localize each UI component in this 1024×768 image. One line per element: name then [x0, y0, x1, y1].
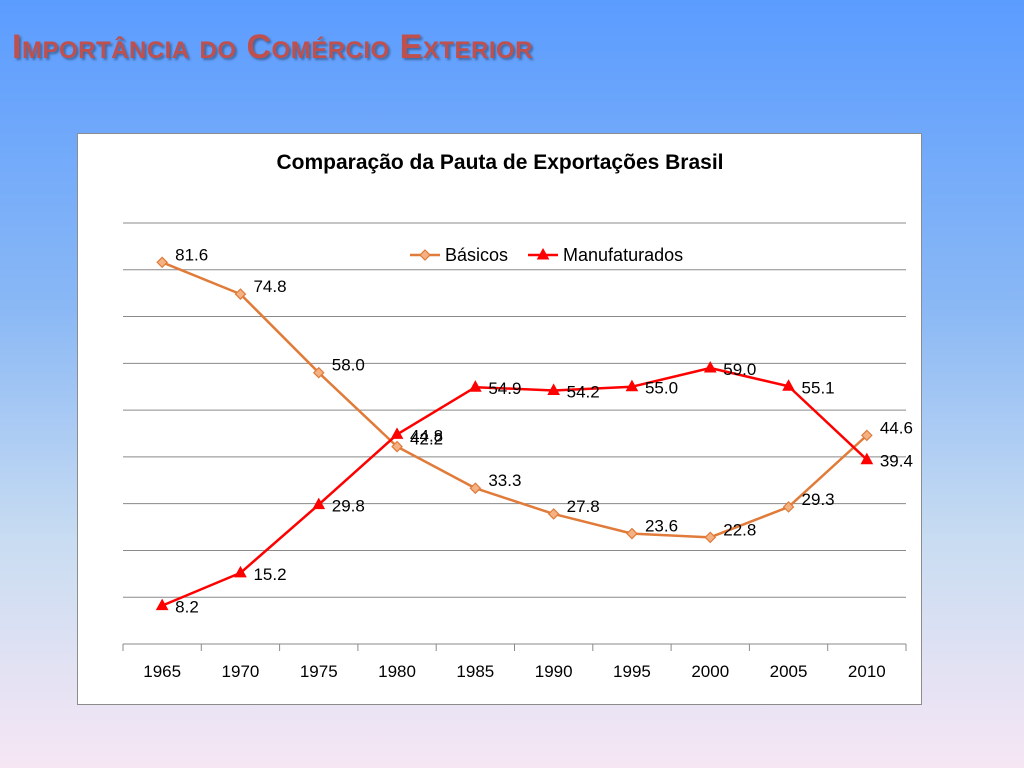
data-label: 33.3 [488, 471, 521, 490]
data-label: 74.8 [253, 277, 286, 296]
x-tick-label: 1980 [378, 662, 416, 681]
data-label: 27.8 [567, 497, 600, 516]
diamond-marker [419, 249, 431, 261]
data-label: 23.6 [645, 517, 678, 536]
diamond-marker [547, 508, 560, 520]
data-label: 54.9 [488, 379, 521, 398]
data-label: 42.2 [410, 430, 443, 449]
data-label: 39.4 [880, 452, 913, 471]
triangle-marker [312, 497, 326, 510]
series-básicos: 81.6 74.8 58.0 42.2 33.3 27.8 23.6 22.8 29.3 44.6 [156, 245, 913, 544]
data-label: 8.2 [175, 598, 199, 617]
x-tick-label: 1995 [613, 662, 651, 681]
legend-item: Básicos [410, 245, 508, 265]
data-label: 29.3 [802, 490, 835, 509]
legend-item: Manufaturados [528, 245, 683, 265]
data-label: 59.0 [723, 360, 756, 379]
diamond-marker [469, 482, 482, 495]
data-label: 58.0 [332, 356, 365, 375]
x-tick-label: 2010 [848, 662, 886, 681]
diamond-marker [782, 501, 795, 513]
x-axis: 1965 1970 1975 1980 1985 1990 1995 2000 2005 2010 [122, 643, 907, 681]
legend: Básicos Manufaturados [410, 245, 683, 265]
diamond-marker [861, 429, 873, 442]
data-label: 44.6 [880, 418, 913, 437]
x-tick-label: 1975 [300, 662, 338, 681]
x-tick-label: 1965 [143, 662, 181, 681]
triangle-marker [625, 379, 639, 392]
diamond-marker [234, 288, 247, 300]
data-label: 54.2 [567, 382, 600, 401]
data-label: 15.2 [253, 565, 286, 584]
data-label: 29.8 [332, 497, 365, 516]
x-tick-label: 2000 [691, 662, 729, 681]
triangle-marker [547, 383, 560, 395]
series-line [161, 261, 868, 539]
series-group: 81.6 74.8 58.0 42.2 33.3 27.8 23.6 22.8 29.3 44.6… [155, 245, 913, 617]
data-label: 22.8 [723, 520, 756, 539]
x-tick-label: 2005 [770, 662, 808, 681]
triangle-marker [469, 380, 482, 392]
data-label: 44.8 [410, 426, 443, 445]
data-label: 81.6 [175, 245, 208, 264]
triangle-marker [536, 247, 550, 260]
triangle-marker [234, 565, 247, 578]
diamond-marker [704, 531, 717, 544]
legend-label: Manufaturados [563, 245, 683, 265]
legend-label: Básicos [445, 245, 508, 265]
triangle-marker [860, 452, 874, 465]
chart-title: Comparação da Pauta de Exportações Brasi… [277, 151, 724, 174]
x-tick-label: 1985 [456, 662, 494, 681]
series-line [161, 366, 868, 607]
chart-frame: Comparação da Pauta de Exportações Brasi… [77, 133, 922, 705]
x-tick-label: 1990 [535, 662, 573, 681]
data-label: 55.1 [802, 378, 835, 397]
line-chart: Comparação da Pauta de Exportações Brasi… [122, 151, 913, 681]
data-label: 55.0 [645, 379, 678, 398]
triangle-marker [703, 360, 717, 373]
gridlines [123, 222, 906, 598]
triangle-marker [782, 379, 795, 391]
slide-title: Importância do Comércio Exterior [12, 28, 534, 66]
diamond-marker [626, 527, 638, 540]
x-tick-label: 1970 [222, 662, 260, 681]
series-manufaturados: 8.2 15.2 29.8 44.8 54.9 54.2 55.0 59.0 55.1 39.4 [155, 360, 913, 617]
diamond-marker [156, 256, 168, 269]
triangle-marker [390, 427, 404, 439]
diamond-marker [312, 366, 325, 379]
triangle-marker [155, 598, 169, 611]
diamond-marker [391, 440, 403, 453]
